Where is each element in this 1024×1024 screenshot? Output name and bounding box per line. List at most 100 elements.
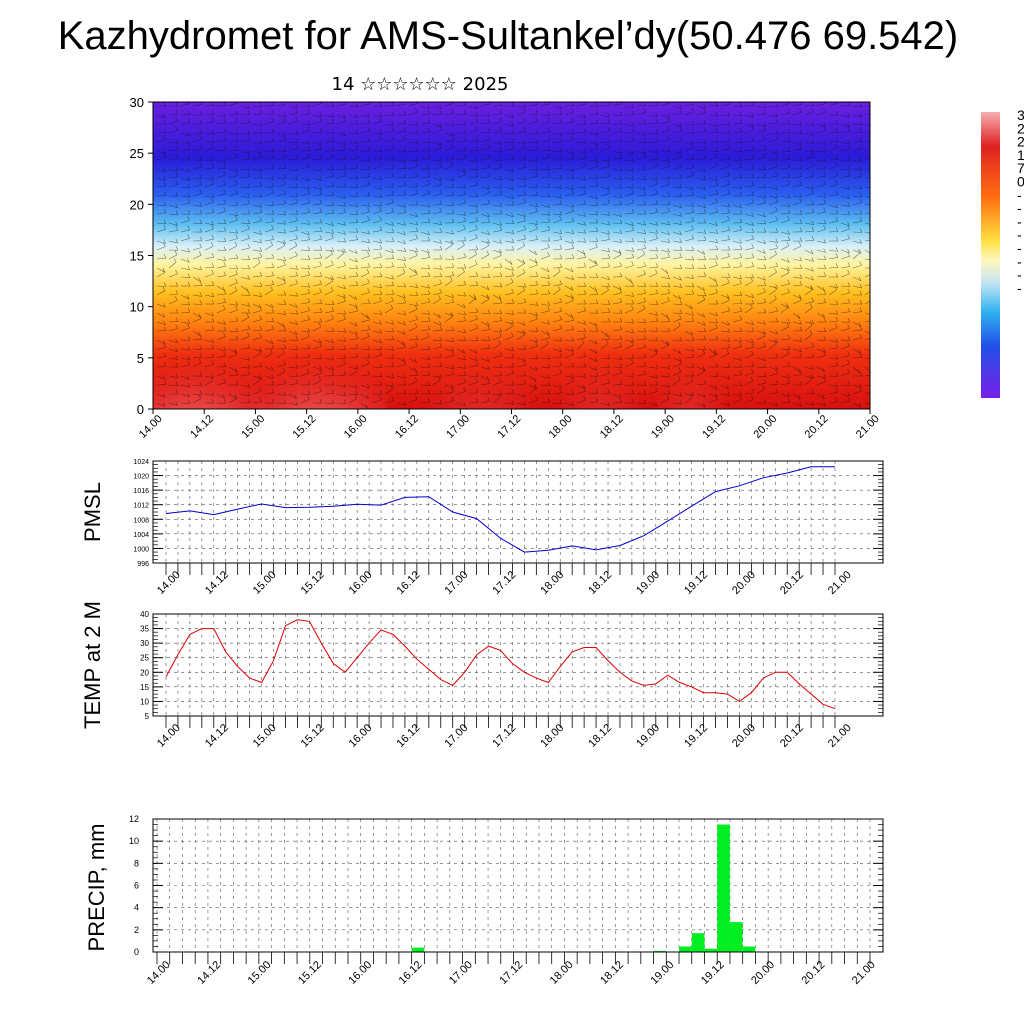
series-line [165,466,835,553]
wind-barb-feather [343,117,346,122]
wind-barb [420,231,430,236]
wind-barb-feather [872,401,874,405]
wind-barb-feather [282,367,286,372]
wind-barb-feather [247,209,251,215]
wind-barb [564,312,573,318]
wind-barb [672,267,683,269]
wind-barb [372,139,382,143]
wind-barb [468,348,477,354]
wind-barb [600,311,611,314]
wind-barb [624,186,634,189]
wind-barb-feather [667,238,671,243]
wind-barb [540,221,550,224]
wind-barb-feather [872,235,874,239]
wind-barb [576,204,587,206]
wind-barb [840,204,850,207]
wind-barb-feather [547,203,550,208]
wind-barb-feather [631,149,634,155]
wind-barb [828,384,838,387]
wind-barb [420,257,430,260]
wind-barb [360,402,369,409]
wind-barb-feather [391,208,395,213]
wind-barbs [156,102,874,409]
wind-barb-feather [427,164,431,170]
wind-barb-feather [415,212,418,218]
wind-barb-feather [366,394,369,399]
wind-barb-feather [607,300,611,305]
wind-barb [660,276,670,280]
wind-barb-feather [583,154,587,159]
wind-barb [180,303,190,306]
wind-barb [708,312,718,316]
wind-barb-feather [547,320,550,325]
wind-barb-feather [774,250,777,255]
wind-barb-feather [499,239,502,244]
wind-barb [816,240,826,244]
wind-barb-feather [463,190,467,195]
wind-barb-feather [199,134,202,140]
wind-barb-feather [163,176,166,181]
wind-barb [324,141,335,143]
wind-barb-feather [403,173,407,178]
wind-barb-feather [451,351,454,356]
wind-barb [744,114,754,118]
wind-barb [540,195,550,198]
wind-barb [180,311,191,314]
wind-barb-feather [763,356,766,361]
wind-barb-feather [655,282,659,287]
wind-barb-feather [487,262,491,268]
wind-barb [360,266,370,269]
wind-barb [168,402,178,406]
wind-barb-feather [247,199,251,205]
wind-barb-feather [847,165,851,170]
wind-barb [384,321,394,325]
wind-barb [576,356,586,359]
wind-barb-feather [763,342,766,347]
wind-barb-feather [679,203,682,208]
wind-barb-feather [379,193,383,198]
wind-barb-feather [187,192,191,198]
wind-barb [156,204,166,207]
wind-barb [408,213,418,218]
wind-barb-feather [187,319,191,324]
wind-barb-feather [307,380,311,385]
wind-barb [504,312,514,315]
wind-barb [312,148,322,152]
wind-barb [516,213,526,217]
wind-barb-feather [175,221,178,226]
wind-barb [408,111,418,116]
wind-barb-feather [715,229,719,234]
wind-barb-feather [343,274,347,280]
wind-barb-feather [557,267,561,272]
grid [153,460,883,564]
wind-barb [744,105,755,107]
wind-barb-feather [547,243,550,248]
wind-barb [564,120,574,125]
wind-barb [528,264,538,269]
wind-barb-feather [415,147,419,153]
wind-barb [480,222,491,224]
wind-barb [192,138,202,143]
wind-barb [576,285,587,287]
wind-barb [252,262,261,269]
wind-barb [420,158,431,161]
wind-barb [756,222,766,225]
x-tick-label: 20.12 [778,722,806,750]
wind-barb-feather [535,139,539,144]
wind-barb [828,357,838,360]
wind-barb [276,168,287,170]
wind-barb-feather [223,320,226,325]
wind-barb-feather [775,197,778,203]
wind-barb-feather [463,211,467,216]
wind-barb-feather [307,220,311,225]
wind-barb-feather [799,326,803,331]
wind-barb-feather [499,351,502,356]
wind-barb [588,401,598,404]
wind-barb-feather [847,145,851,150]
wind-barb [444,391,454,395]
wind-barb-feather [451,293,454,298]
wind-barb-feather [643,399,647,404]
wind-barb-feather [235,110,239,115]
wind-barb-feather [162,339,166,345]
wind-barb [792,348,802,352]
